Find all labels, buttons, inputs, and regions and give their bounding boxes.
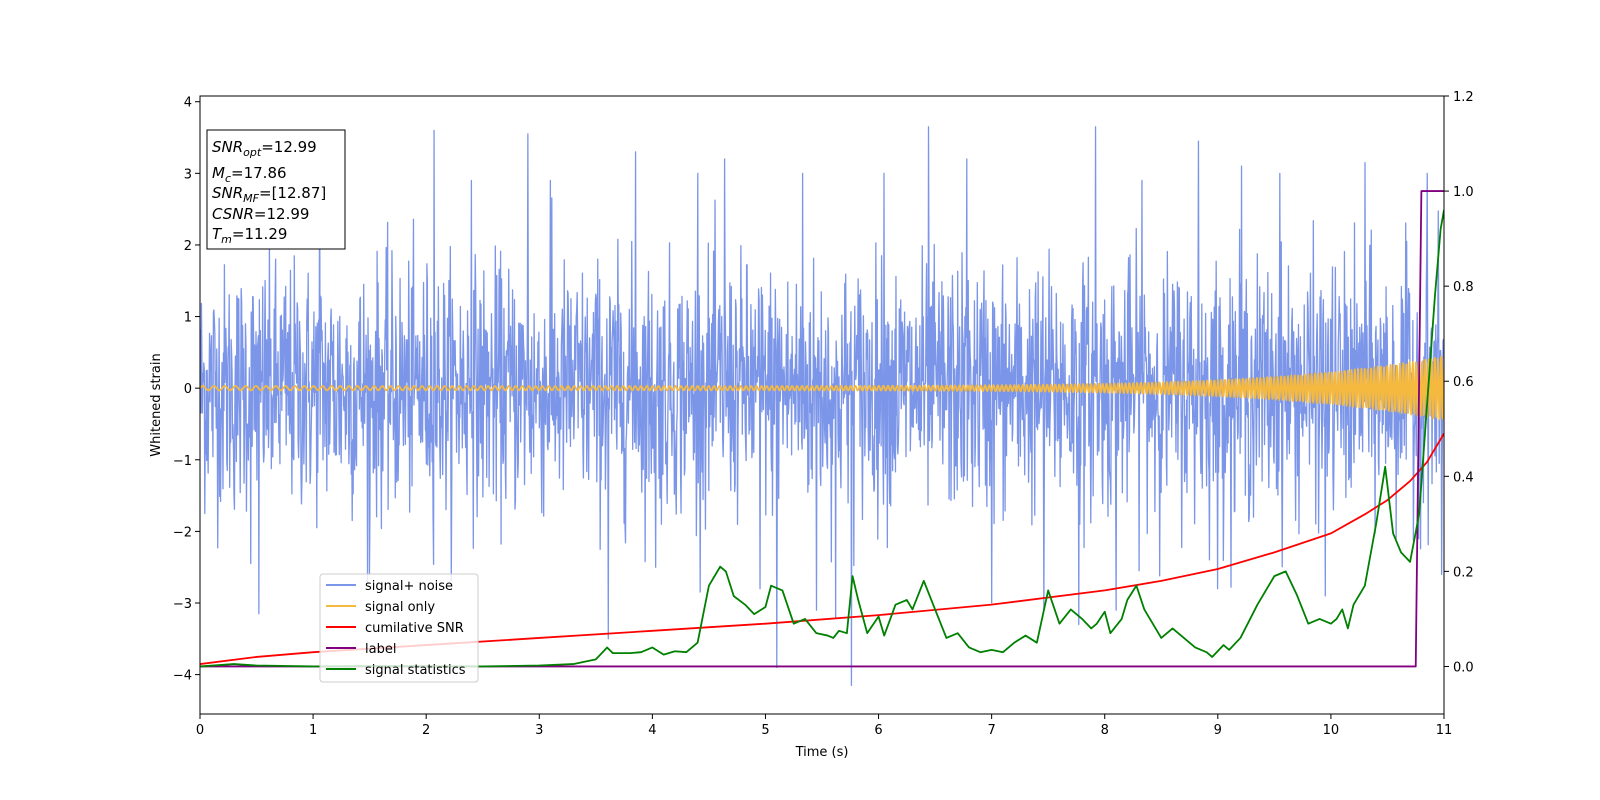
series-line-label (200, 190, 1444, 668)
legend-entry-signal-noise: signal+ noise (326, 579, 453, 594)
x-tick-label: 10 (1323, 723, 1340, 738)
y-axis-label: Whitened strain (149, 353, 164, 456)
legend-label: signal only (365, 600, 435, 615)
series-line-signal-statistics (200, 209, 1444, 668)
legend-entry-signal-only: signal only (326, 600, 435, 615)
y2-tick-label: 0.4 (1453, 470, 1474, 485)
y2-tick-label: 1.2 (1453, 90, 1474, 105)
x-tick-label: 9 (1214, 723, 1222, 738)
legend-entry-cumilative-snr: cumilative SNR (326, 621, 464, 636)
legend-items: signal+ noise signal only cumilative SNR la… (326, 579, 466, 678)
y-axis-ticks: −4 −3 −2 −1 0 1 2 3 4 (173, 96, 200, 684)
y-tick-label: −4 (173, 669, 192, 684)
series-line-signal-only (200, 355, 1444, 421)
x-tick-label: 0 (196, 723, 204, 738)
x-axis-ticks: 0 1 2 3 4 5 6 7 8 9 10 11 (196, 714, 1452, 738)
x-tick-label: 2 (422, 723, 430, 738)
y2-tick-label: 0.0 (1453, 660, 1474, 675)
x-tick-label: 8 (1101, 723, 1109, 738)
y-tick-label: −3 (173, 597, 192, 612)
y2-tick-label: 1.0 (1453, 185, 1474, 200)
annotation-frame (206, 129, 346, 250)
legend-entry-signal-statistics: signal statistics (326, 663, 466, 678)
y-tick-label: 1 (184, 311, 192, 326)
annotation-mc: Mc=17.86 (212, 164, 287, 185)
y-tick-label: 2 (184, 239, 192, 254)
y-tick-label: −2 (173, 525, 192, 540)
plot-frame (199, 95, 1445, 715)
legend-label: label (365, 642, 396, 657)
x-tick-label: 11 (1436, 723, 1453, 738)
y2-axis-ticks: 0.0 0.2 0.4 0.6 0.8 1.0 1.2 (1444, 90, 1474, 675)
y-tick-label: 0 (184, 382, 192, 397)
legend: signal+ noise signal only cumilative SNR la… (319, 573, 479, 683)
legend-label: signal+ noise (365, 579, 453, 594)
x-tick-label: 4 (648, 723, 656, 738)
x-tick-label: 7 (987, 723, 995, 738)
annotation-snr_mf: SNRMF=[12.87] (212, 184, 326, 205)
annotation-lines: SNRopt=12.99 Mc=17.86SNRMF=[12.87]CSNR=12… (212, 138, 326, 246)
x-tick-label: 6 (874, 723, 882, 738)
y2-tick-label: 0.2 (1453, 565, 1474, 580)
y2-tick-label: 0.6 (1453, 375, 1474, 390)
annotation-tm: Tm=11.29 (212, 225, 287, 246)
y2-tick-label: 0.8 (1453, 280, 1474, 295)
legend-frame (319, 573, 479, 683)
y-tick-label: 3 (184, 167, 192, 182)
legend-entry-label: label (326, 642, 396, 657)
y-tick-label: −1 (173, 454, 192, 469)
legend-label: cumilative SNR (365, 621, 464, 636)
series-line-signal-noise (200, 126, 1444, 687)
x-tick-label: 3 (535, 723, 543, 738)
x-tick-label: 1 (309, 723, 317, 738)
metrics-annotation-box: SNRopt=12.99 Mc=17.86SNRMF=[12.87]CSNR=12… (206, 129, 346, 250)
x-tick-label: 5 (761, 723, 769, 738)
annotation-csnr: CSNR=12.99 (212, 205, 309, 223)
x-axis-label: Time (s) (795, 745, 849, 760)
legend-label: signal statistics (365, 663, 466, 678)
y-tick-label: 4 (184, 96, 192, 111)
annotation-snr_opt: SNRopt=12.99 (212, 138, 317, 159)
